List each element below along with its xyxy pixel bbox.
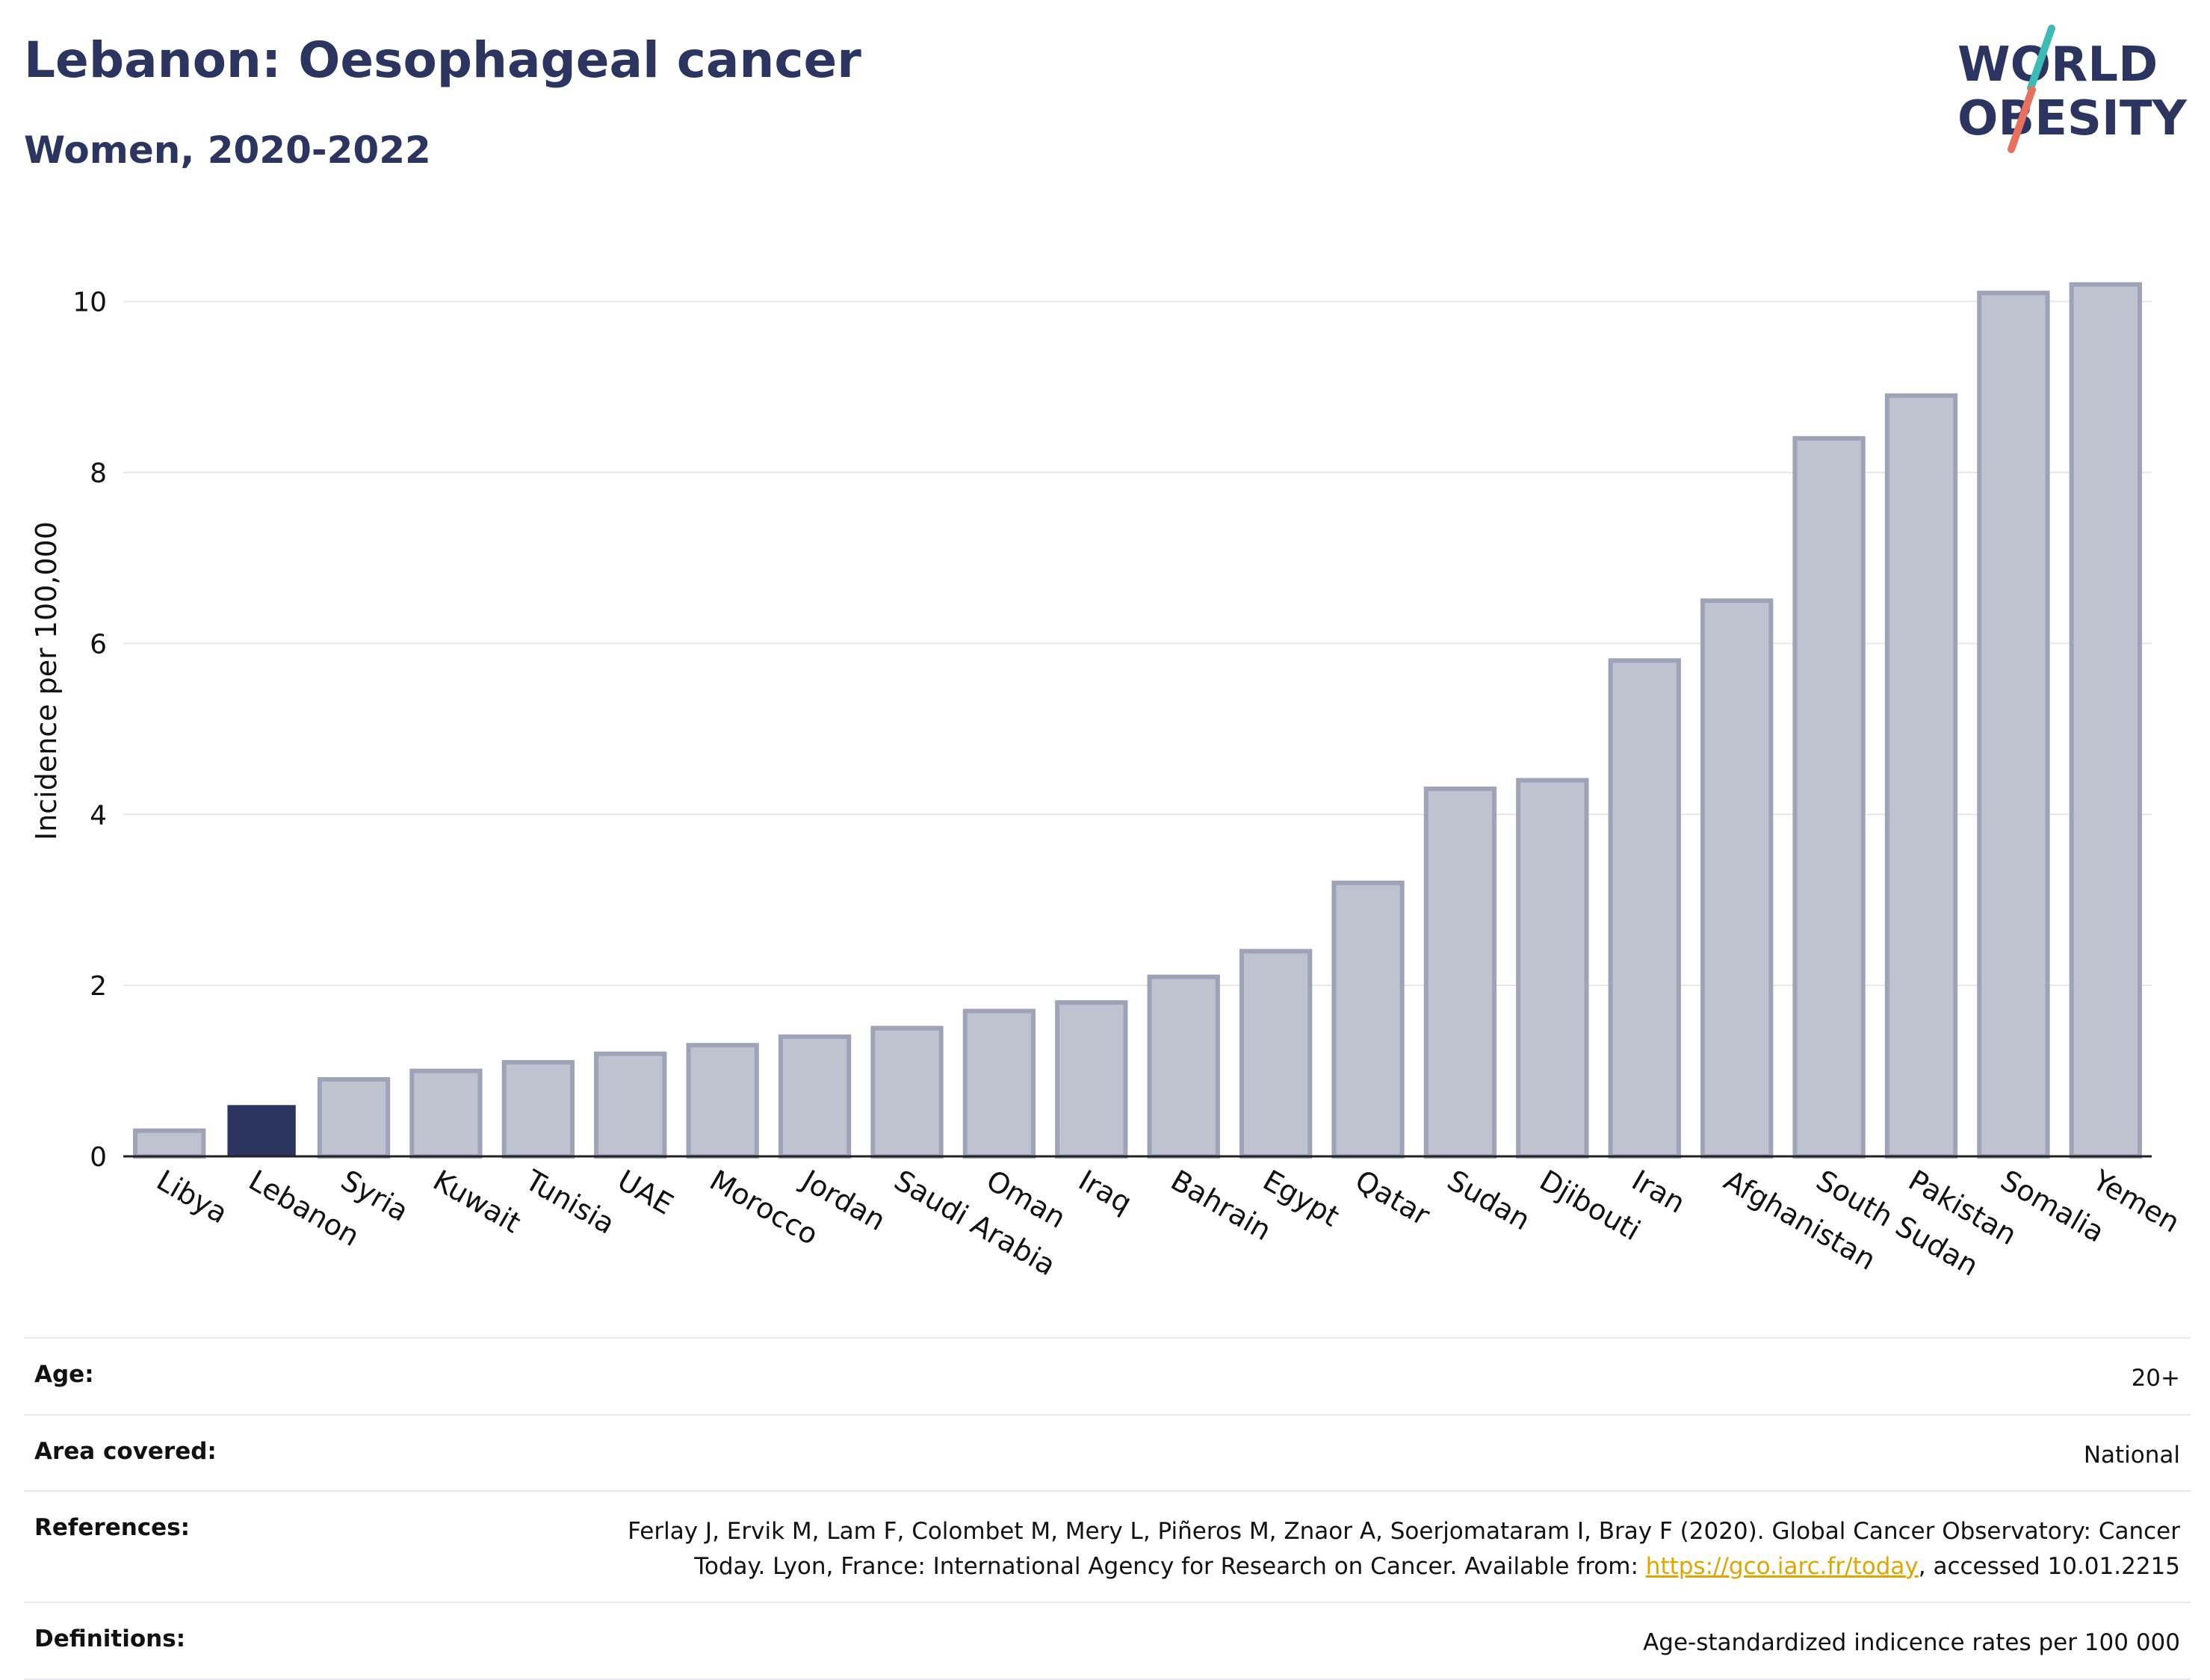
- bar-somalia: [1977, 291, 2050, 1159]
- references-value: Ferlay J, Ervik M, Lam F, Colombet M, Me…: [628, 1514, 2180, 1584]
- world-obesity-logo: WORLD OBESITY: [1957, 25, 2187, 153]
- bar-libya: [133, 1128, 206, 1159]
- bar-saudi-arabia: [870, 1026, 944, 1159]
- logo-slash-teal: [2027, 25, 2055, 92]
- bar-qatar: [1331, 880, 1405, 1159]
- bar-djibouti: [1516, 778, 1589, 1159]
- y-tick-label: 0: [90, 1142, 107, 1173]
- bar-south-sudan: [1792, 436, 1866, 1159]
- y-tick-label: 4: [90, 800, 107, 831]
- age-label: Age:: [34, 1361, 94, 1388]
- info-row-definitions: Definitions: Age-standardized indicence …: [24, 1602, 2191, 1680]
- references-line2-post: , accessed 10.01.2215: [1918, 1552, 2180, 1580]
- bar-morocco: [686, 1043, 759, 1159]
- x-tick-label: Sudan: [1442, 1164, 1536, 1237]
- bar-iraq: [1055, 1000, 1128, 1159]
- x-tick-label: Kuwait: [427, 1164, 526, 1240]
- age-value: 20+: [2131, 1365, 2180, 1392]
- bar-iran: [1608, 658, 1681, 1159]
- definitions-label: Definitions:: [34, 1625, 186, 1652]
- info-row-area: Area covered: National: [24, 1413, 2191, 1491]
- x-tick-label: UAE: [612, 1164, 678, 1221]
- bar-afghanistan: [1700, 598, 1774, 1159]
- bar-kuwait: [409, 1068, 483, 1159]
- info-row-age: Age: 20+: [24, 1337, 2191, 1414]
- y-tick-label: 10: [72, 288, 107, 318]
- bar-pakistan: [1884, 393, 1958, 1159]
- bar-oman: [962, 1008, 1036, 1159]
- definitions-value: Age-standardized indicence rates per 100…: [1643, 1629, 2180, 1656]
- bar-uae: [594, 1051, 667, 1159]
- logo-text-obesity: OBESITY: [1957, 91, 2187, 146]
- references-line1: Ferlay J, Ervik M, Lam F, Colombet M, Me…: [628, 1518, 2180, 1545]
- references-label: References:: [34, 1514, 191, 1541]
- x-tick-label: Djibouti: [1534, 1164, 1646, 1247]
- bar-jordan: [778, 1034, 852, 1159]
- y-tick-label: 8: [90, 459, 107, 489]
- area-label: Area covered:: [34, 1437, 217, 1465]
- y-axis-label: Incidence per 100,000: [30, 521, 63, 840]
- bar-syria: [317, 1077, 391, 1159]
- bar-yemen: [2069, 282, 2142, 1159]
- x-tick-label: Qatar: [1350, 1164, 1436, 1233]
- x-tick-label: Iraq: [1073, 1164, 1137, 1220]
- bar-tunisia: [501, 1060, 575, 1159]
- x-tick-label: Tunisia: [519, 1163, 620, 1241]
- bar-lebanon: [227, 1105, 296, 1156]
- bar-sudan: [1423, 786, 1497, 1159]
- page-subtitle: Women, 2020-2022: [24, 128, 431, 172]
- references-link[interactable]: https://gco.iarc.fr/today: [1645, 1552, 1919, 1580]
- bar-egypt: [1239, 949, 1313, 1159]
- x-tick-label: Bahrain: [1166, 1164, 1277, 1247]
- x-tick-label: Iran: [1626, 1164, 1691, 1220]
- y-tick-label: 2: [90, 971, 107, 1002]
- x-tick-label: Libya: [151, 1164, 233, 1230]
- y-tick-label: 6: [90, 629, 107, 660]
- logo-text-world: WORLD: [1957, 37, 2158, 93]
- info-row-references: References: Ferlay J, Ervik M, Lam F, Co…: [24, 1490, 2191, 1602]
- bar-bahrain: [1147, 974, 1220, 1159]
- references-line2-pre: Today. Lyon, France: International Agenc…: [694, 1552, 1646, 1580]
- page-title: Lebanon: Oesophageal cancer: [24, 31, 861, 89]
- info-table: Age: 20+ Area covered: National Referenc…: [24, 1337, 2191, 1680]
- logo-slash-coral: [2008, 86, 2036, 153]
- area-value: National: [2083, 1441, 2180, 1469]
